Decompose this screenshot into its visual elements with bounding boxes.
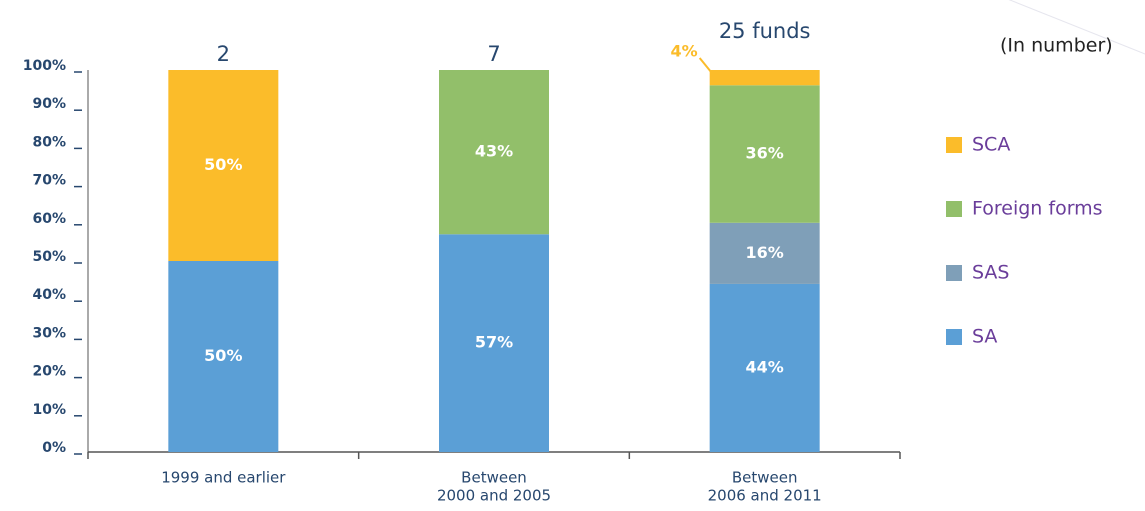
legend-label: Foreign forms bbox=[972, 198, 1103, 220]
y-tick-label: 70% bbox=[32, 173, 66, 189]
x-tick-label: 2006 and 2011 bbox=[708, 487, 822, 505]
x-tick-label: Between bbox=[732, 469, 798, 487]
legend-label: SA bbox=[972, 326, 997, 348]
bar-segment bbox=[168, 70, 279, 261]
legend-swatch bbox=[946, 265, 962, 281]
value-label: 44% bbox=[746, 357, 784, 376]
y-tick-label: 40% bbox=[32, 287, 66, 303]
legend-swatch bbox=[946, 329, 962, 345]
y-tick-label: 30% bbox=[32, 325, 66, 341]
x-tick-label: Between bbox=[461, 469, 527, 487]
y-tick-label: 90% bbox=[32, 96, 66, 112]
legend-label: SCA bbox=[972, 134, 1010, 156]
leader-line bbox=[698, 57, 717, 79]
bar-total: 7 bbox=[487, 42, 500, 66]
value-label: 16% bbox=[746, 243, 784, 262]
bar-segment bbox=[439, 234, 549, 452]
bar-total: 2 bbox=[217, 42, 230, 66]
y-tick-label: 50% bbox=[32, 249, 66, 265]
bar-segment bbox=[709, 85, 820, 223]
y-tick-label: 60% bbox=[32, 211, 66, 227]
legend-swatch bbox=[946, 201, 962, 217]
decor-line bbox=[1008, 0, 1145, 55]
bar-segment bbox=[439, 70, 549, 235]
bar-segment bbox=[709, 70, 820, 86]
value-label: 50% bbox=[204, 155, 242, 174]
bar-total: 25 funds bbox=[719, 19, 811, 43]
x-tick-label: 2000 and 2005 bbox=[437, 487, 551, 505]
y-tick-label: 10% bbox=[32, 402, 66, 418]
value-label: 50% bbox=[204, 346, 242, 365]
y-tick-label: 0% bbox=[42, 440, 66, 456]
legend-swatch bbox=[946, 137, 962, 153]
legend-label: SAS bbox=[972, 262, 1009, 284]
y-tick-label: 20% bbox=[32, 364, 66, 380]
bar-segment bbox=[168, 261, 279, 452]
value-label: 36% bbox=[746, 144, 784, 163]
value-label: 57% bbox=[475, 333, 513, 352]
bar-segment bbox=[709, 222, 820, 284]
y-tick-label: 80% bbox=[32, 134, 66, 150]
bar-segment bbox=[709, 283, 820, 452]
value-label: 4% bbox=[670, 42, 697, 61]
subtitle: (In number) bbox=[1000, 35, 1113, 57]
value-label: 43% bbox=[475, 142, 513, 161]
x-tick-label: 1999 and earlier bbox=[161, 469, 286, 487]
y-tick-label: 100% bbox=[23, 58, 66, 74]
